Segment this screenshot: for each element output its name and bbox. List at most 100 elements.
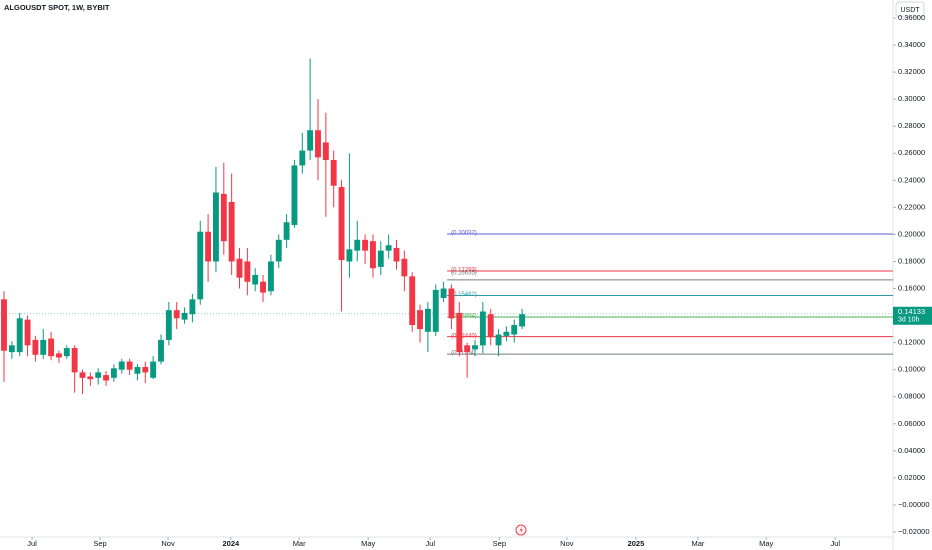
y-tick-label: 0.02000 bbox=[898, 473, 925, 482]
level-label: (0.11154) bbox=[451, 351, 476, 357]
candle-body bbox=[158, 339, 164, 362]
candle-body bbox=[134, 366, 141, 374]
candle-body bbox=[118, 361, 125, 370]
price-badge-countdown: 3d 10h bbox=[898, 317, 920, 324]
candle-body bbox=[385, 245, 392, 251]
candle-body bbox=[409, 276, 416, 326]
candle-body bbox=[424, 308, 431, 332]
candle-body bbox=[252, 274, 259, 285]
candle-body bbox=[87, 376, 94, 380]
y-tick-label: 0.36000 bbox=[898, 13, 925, 22]
candle-body bbox=[48, 338, 55, 357]
candle-body bbox=[330, 160, 337, 186]
level-label: (0.17293) bbox=[451, 268, 477, 274]
y-tick-label: 0.34000 bbox=[898, 40, 925, 49]
candle-body bbox=[448, 288, 455, 319]
level-label: (0.12440) bbox=[451, 333, 477, 339]
candle-body bbox=[103, 375, 109, 381]
candle-body bbox=[511, 325, 518, 335]
candle-body bbox=[370, 241, 376, 269]
candle-body bbox=[244, 261, 251, 282]
lightning-icon[interactable] bbox=[515, 524, 527, 536]
candle-body bbox=[173, 310, 180, 319]
candle-body bbox=[24, 319, 31, 346]
candle-body bbox=[8, 345, 15, 353]
y-tick-label: 0.26000 bbox=[898, 148, 925, 157]
y-tick-label: 0.20000 bbox=[898, 229, 925, 238]
y-tick-label: 0.18000 bbox=[898, 256, 925, 265]
candle-body bbox=[79, 372, 86, 378]
x-tick-label: May bbox=[361, 539, 375, 548]
candle-body bbox=[205, 231, 212, 262]
candle-body bbox=[487, 314, 494, 338]
candle-body bbox=[401, 258, 408, 277]
candle-body bbox=[315, 130, 321, 158]
candle-body bbox=[440, 288, 447, 298]
y-tick-label: 0.08000 bbox=[898, 392, 925, 401]
x-tick-label: Jul bbox=[27, 539, 37, 548]
candle-body bbox=[464, 345, 471, 353]
x-tick-label: Sep bbox=[493, 539, 506, 548]
y-tick-label: 0.32000 bbox=[898, 67, 925, 76]
y-tick-label: 0.30000 bbox=[898, 94, 925, 103]
x-tick-label: May bbox=[759, 539, 773, 548]
candle-body bbox=[150, 361, 157, 378]
candle-body bbox=[479, 311, 486, 346]
candle-body bbox=[95, 372, 102, 378]
candle-body bbox=[165, 310, 172, 340]
candle-body bbox=[181, 312, 188, 320]
candle-body bbox=[16, 318, 23, 353]
currency-button[interactable] bbox=[895, 1, 925, 18]
candle-body bbox=[519, 314, 526, 327]
candle-body bbox=[220, 193, 227, 242]
candle-body bbox=[322, 142, 329, 161]
candle-body bbox=[299, 150, 306, 166]
candle-body bbox=[228, 201, 235, 262]
level-label: (0.15482) bbox=[451, 292, 477, 298]
candle-body bbox=[275, 239, 282, 262]
candle-body bbox=[354, 239, 361, 251]
y-tick-label: 0.22000 bbox=[898, 202, 925, 211]
x-tick-label: Mar bbox=[691, 539, 704, 548]
y-tick-label: −0.00000 bbox=[898, 500, 930, 509]
candle-body bbox=[213, 192, 219, 262]
y-tick-label: −0.02000 bbox=[898, 527, 930, 536]
candle-body bbox=[417, 310, 423, 330]
x-tick-label: Nov bbox=[161, 539, 175, 548]
candle-body bbox=[456, 312, 463, 353]
price-badge-value: 0.14133 bbox=[898, 307, 925, 316]
candle-body bbox=[142, 366, 149, 373]
candle-body bbox=[189, 299, 196, 315]
candle-body bbox=[260, 281, 266, 293]
y-tick-label: 0.06000 bbox=[898, 419, 925, 428]
candle-body bbox=[283, 222, 290, 240]
x-tick-label: Sep bbox=[93, 539, 106, 548]
x-tick-label: Jul bbox=[425, 539, 435, 548]
candle-body bbox=[32, 339, 39, 355]
candle-body bbox=[40, 339, 47, 355]
candle-body bbox=[1, 299, 7, 351]
candle-body bbox=[362, 239, 369, 251]
candle-body bbox=[307, 130, 314, 151]
candle-body bbox=[432, 289, 439, 332]
y-tick-label: 0.24000 bbox=[898, 175, 925, 184]
level-label: (0.20032) bbox=[451, 231, 477, 237]
y-tick-label: 0.12000 bbox=[898, 338, 925, 347]
candle-body bbox=[495, 334, 502, 346]
candle-body bbox=[346, 249, 353, 262]
candle-body bbox=[472, 345, 478, 350]
candle-body bbox=[197, 231, 204, 300]
price-badge bbox=[893, 306, 932, 325]
candle-body bbox=[267, 261, 274, 292]
candle-body bbox=[56, 353, 62, 358]
currency-label[interactable]: USDT bbox=[900, 7, 920, 14]
candle-body bbox=[63, 348, 70, 357]
y-tick-label: 0.28000 bbox=[898, 121, 925, 130]
x-tick-label: Nov bbox=[560, 539, 574, 548]
y-tick-label: 0.04000 bbox=[898, 446, 925, 455]
level-label: (0.13894) bbox=[451, 314, 477, 320]
x-tick-label: Mar bbox=[293, 539, 306, 548]
candle-body bbox=[393, 247, 400, 262]
